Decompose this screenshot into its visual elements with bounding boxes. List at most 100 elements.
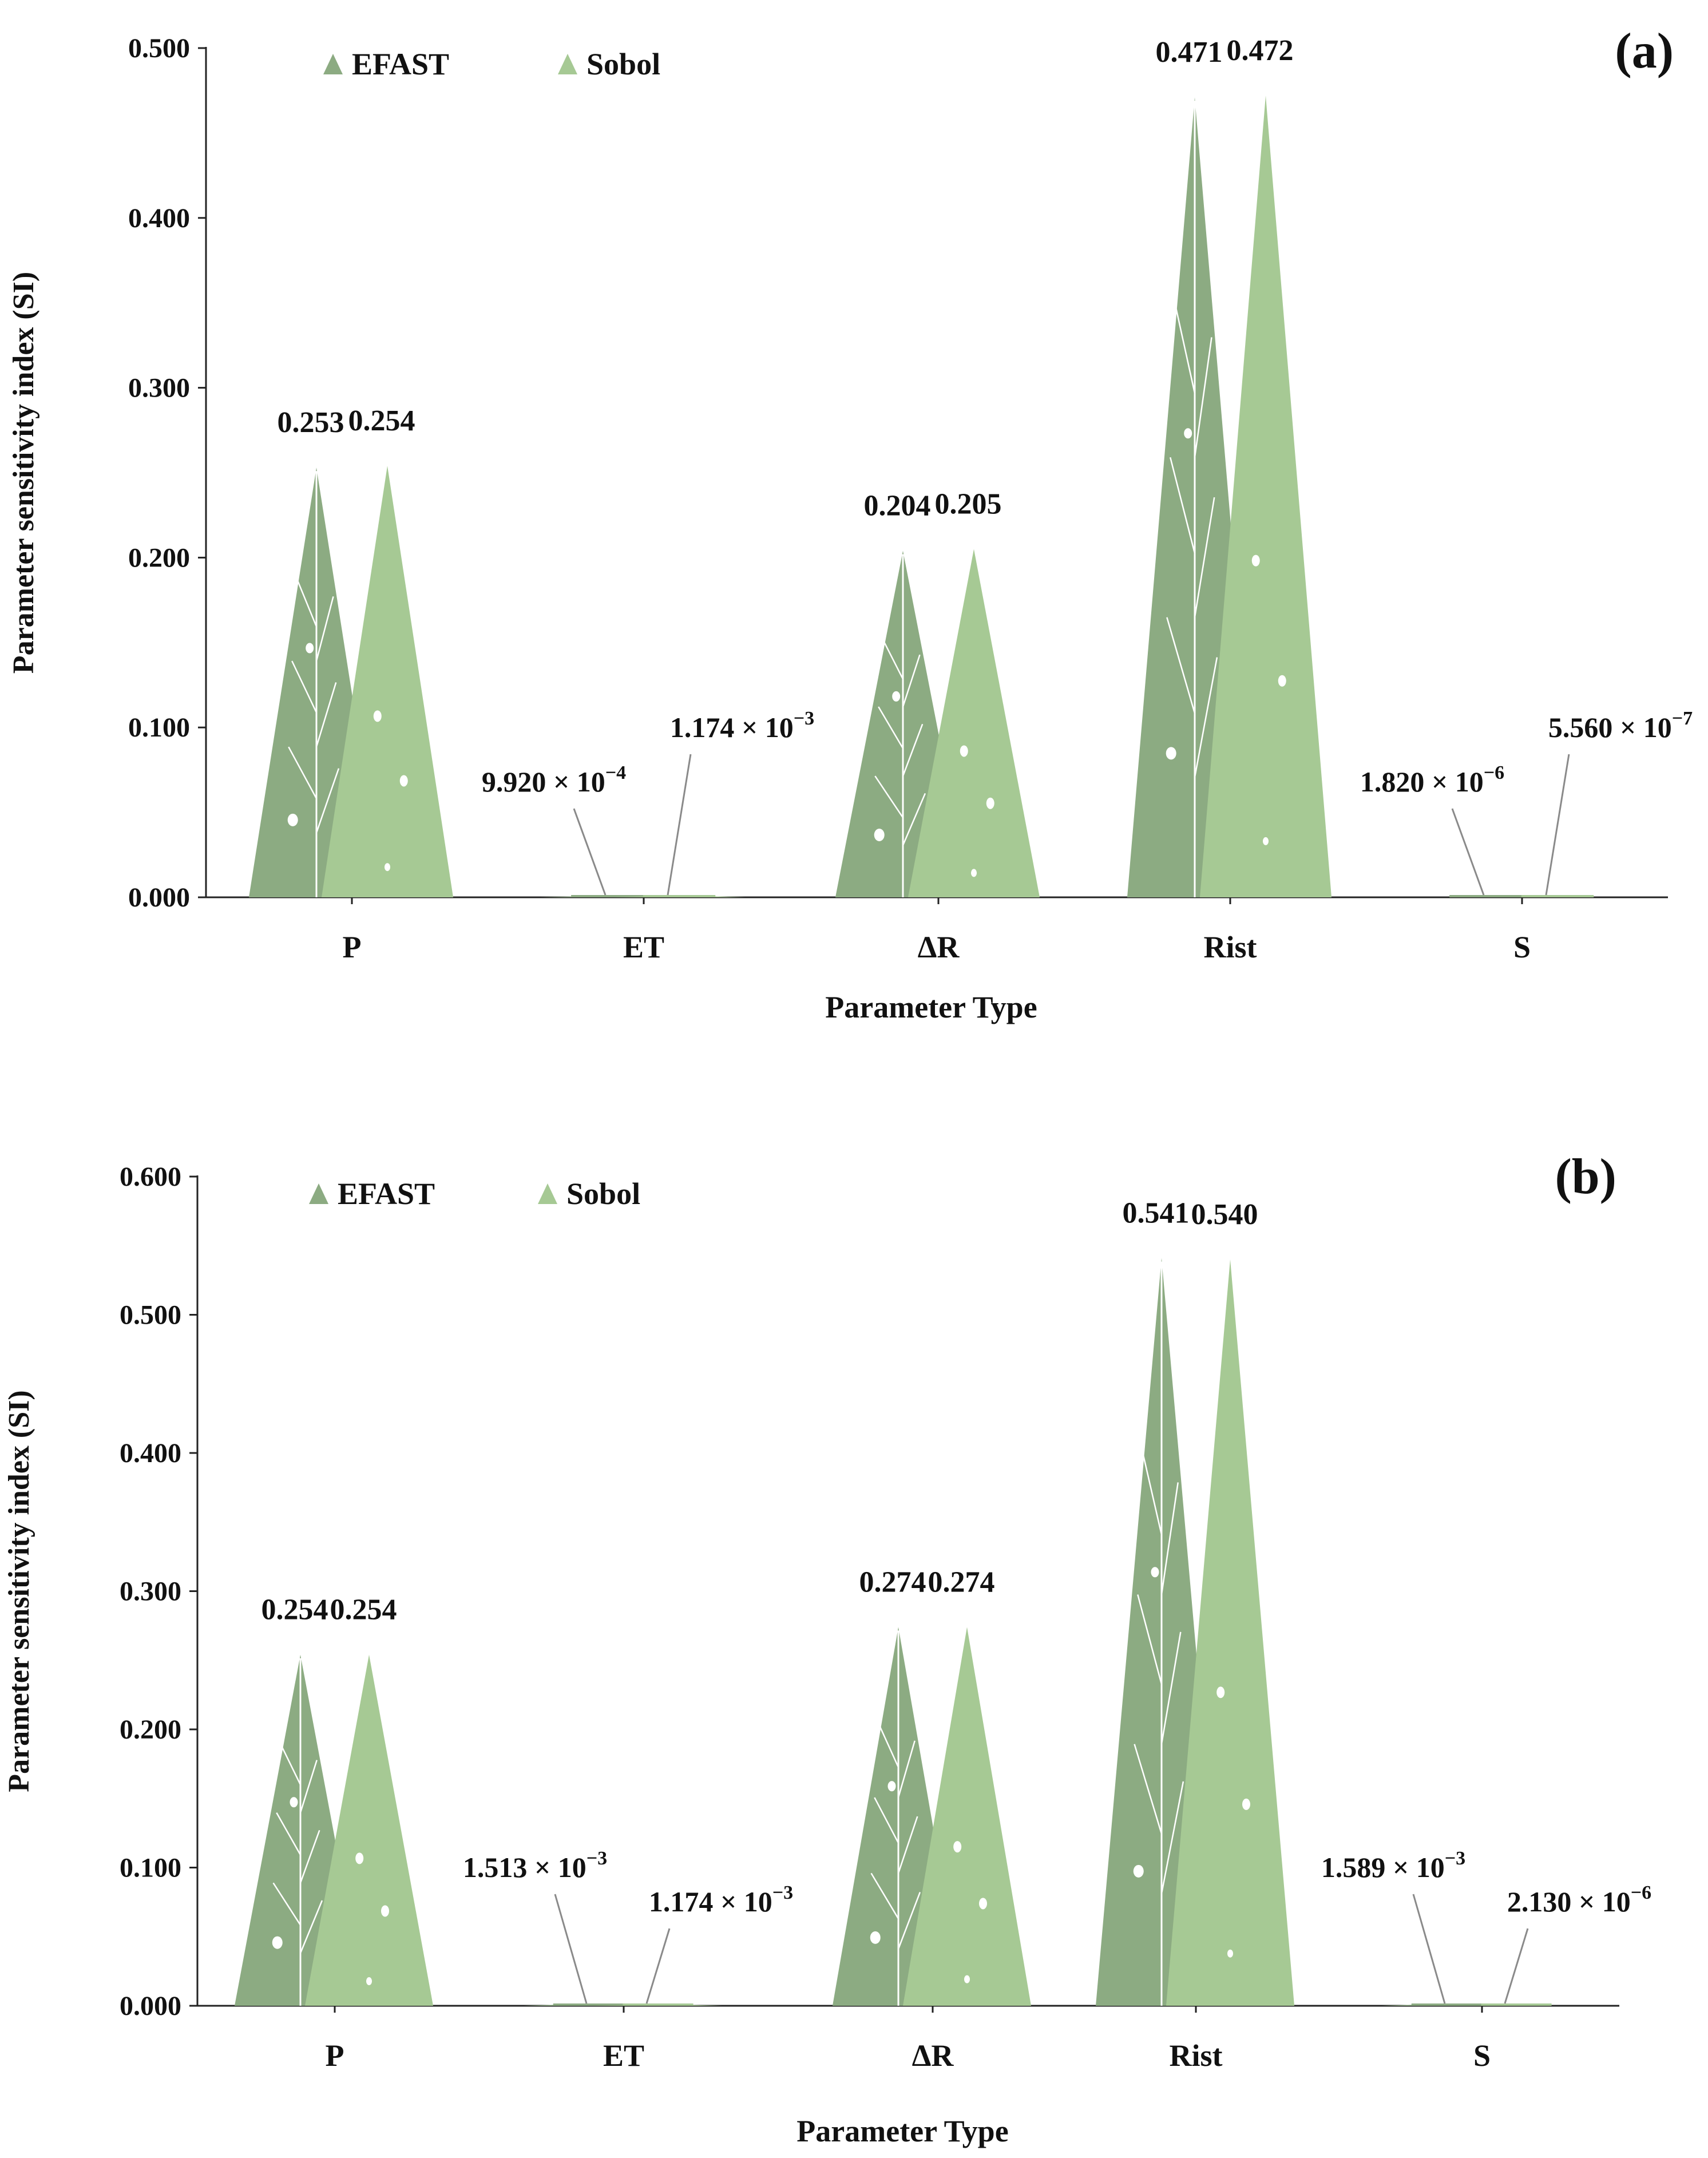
near-zero-mark xyxy=(643,895,716,897)
y-tick-label: 0.000 xyxy=(120,1991,181,2021)
sci-exponent: −3 xyxy=(586,1848,607,1869)
sci-mantissa: 1.589 × 10 xyxy=(1321,1851,1445,1883)
y-tick-label: 0.400 xyxy=(120,1438,181,1468)
near-zero-mark xyxy=(1412,2003,1484,2006)
dot-mark xyxy=(960,745,968,757)
dot-mark xyxy=(400,775,408,786)
data-label: 0.205 xyxy=(935,488,1002,521)
sci-exponent: −3 xyxy=(772,1882,793,1903)
data-label-scientific: 1.589 × 10−3 xyxy=(1321,1848,1465,1883)
x-axis-title: Parameter Type xyxy=(796,2114,1008,2148)
dot-mark xyxy=(1216,1686,1224,1698)
legend-label: Sobol xyxy=(586,47,660,81)
panel-label: (a) xyxy=(1615,23,1674,79)
dot-mark xyxy=(1151,1567,1159,1577)
sci-mantissa: 1.174 × 10 xyxy=(649,1886,772,1918)
x-axis-title: Parameter Type xyxy=(825,990,1037,1024)
x-tick-label: Rist xyxy=(1170,2038,1223,2073)
sci-exponent: −6 xyxy=(1484,762,1504,783)
sci-mantissa: 1.174 × 10 xyxy=(670,711,794,743)
y-tick-label: 0.000 xyxy=(128,882,190,913)
near-zero-mark xyxy=(1449,895,1524,897)
dot-mark xyxy=(306,643,314,653)
y-tick-label: 0.100 xyxy=(128,712,190,743)
chart-panel-a: 0.0000.1000.2000.3000.4000.500Parameter … xyxy=(7,23,1693,1024)
dot-mark xyxy=(1227,1950,1233,1958)
legend-triangle-icon xyxy=(309,1183,328,1204)
x-tick-label: P xyxy=(343,930,362,964)
data-label-scientific: 5.560 × 10−7 xyxy=(1548,708,1693,743)
data-label-scientific: 1.174 × 10−3 xyxy=(670,708,814,743)
leader-line xyxy=(647,1929,669,2003)
dot-mark xyxy=(1184,428,1192,438)
leader-line xyxy=(574,809,605,895)
dot-mark xyxy=(874,829,885,841)
legend-label: Sobol xyxy=(566,1177,640,1211)
data-label-scientific: 2.130 × 10−6 xyxy=(1507,1882,1651,1918)
chart-panel-b: 0.0000.1000.2000.3000.4000.5000.600Param… xyxy=(3,1149,1651,2148)
near-zero-mark xyxy=(623,2003,693,2006)
legend-triangle-icon xyxy=(323,54,343,74)
y-tick-label: 0.200 xyxy=(128,543,190,573)
dot-mark xyxy=(953,1841,961,1852)
leader-line xyxy=(668,754,691,895)
x-tick-label: ΔR xyxy=(912,2038,954,2073)
dot-mark xyxy=(892,691,900,702)
data-label: 0.254 xyxy=(330,1594,397,1626)
dot-mark xyxy=(1166,747,1176,759)
sci-mantissa: 1.820 × 10 xyxy=(1360,766,1484,798)
y-tick-label: 0.300 xyxy=(128,373,190,403)
x-tick-label: ET xyxy=(603,2038,644,2073)
sci-exponent: −3 xyxy=(794,708,814,729)
sci-mantissa: 5.560 × 10 xyxy=(1548,711,1672,743)
dot-mark xyxy=(979,1898,987,1909)
x-tick-label: S xyxy=(1473,2038,1491,2073)
dot-mark xyxy=(986,798,994,809)
data-label: 0.274 xyxy=(859,1566,926,1598)
sci-exponent: −3 xyxy=(1445,1848,1465,1869)
data-label: 0.204 xyxy=(864,490,931,522)
y-axis-title: Parameter sensitivity index (SI) xyxy=(7,272,40,674)
sci-mantissa: 1.513 × 10 xyxy=(463,1851,586,1883)
y-tick-label: 0.200 xyxy=(120,1714,181,1745)
data-label: 0.254 xyxy=(348,405,415,437)
leader-line xyxy=(1546,754,1569,895)
data-label: 0.541 xyxy=(1123,1197,1190,1229)
data-label-scientific: 9.920 × 10−4 xyxy=(482,762,626,798)
x-tick-label: Rist xyxy=(1204,930,1257,964)
y-axis-title: Parameter sensitivity index (SI) xyxy=(3,1390,35,1792)
dot-mark xyxy=(366,1977,372,1985)
data-label-scientific: 1.820 × 10−6 xyxy=(1360,762,1504,798)
data-label: 0.540 xyxy=(1191,1198,1258,1231)
y-tick-label: 0.600 xyxy=(120,1162,181,1192)
dot-mark xyxy=(385,863,390,871)
dot-mark xyxy=(870,1931,881,1944)
dot-mark xyxy=(1242,1799,1250,1810)
sci-mantissa: 9.920 × 10 xyxy=(482,766,605,798)
x-tick-label: S xyxy=(1513,930,1531,964)
data-label-scientific: 1.174 × 10−3 xyxy=(649,1882,793,1918)
dot-mark xyxy=(288,814,298,826)
sci-mantissa: 2.130 × 10 xyxy=(1507,1886,1631,1918)
panel-label: (b) xyxy=(1555,1149,1616,1205)
leader-line xyxy=(555,1894,586,2003)
near-zero-mark xyxy=(1521,895,1594,897)
data-label: 0.472 xyxy=(1227,34,1294,67)
sci-exponent: −6 xyxy=(1631,1882,1651,1903)
sci-exponent: −7 xyxy=(1672,708,1693,729)
dot-mark xyxy=(971,869,977,877)
legend-triangle-icon xyxy=(558,54,577,74)
y-tick-label: 0.100 xyxy=(120,1853,181,1883)
y-tick-label: 0.300 xyxy=(120,1577,181,1607)
legend-label: EFAST xyxy=(352,47,449,81)
legend-label: EFAST xyxy=(338,1177,435,1211)
dot-mark xyxy=(1263,837,1269,845)
data-label-scientific: 1.513 × 10−3 xyxy=(463,1848,607,1883)
data-label: 0.254 xyxy=(261,1594,328,1626)
y-tick-label: 0.400 xyxy=(128,203,190,233)
x-tick-label: P xyxy=(326,2038,344,2073)
dot-mark xyxy=(272,1937,283,1949)
leader-line xyxy=(1413,1894,1445,2003)
near-zero-mark xyxy=(1481,2003,1551,2006)
